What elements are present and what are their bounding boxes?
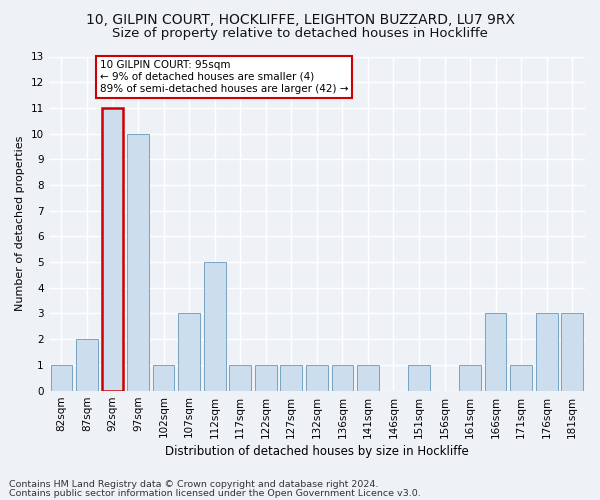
Text: Contains HM Land Registry data © Crown copyright and database right 2024.: Contains HM Land Registry data © Crown c…: [9, 480, 379, 489]
Bar: [50, 365, 72, 390]
Bar: [153, 365, 175, 390]
Text: 10, GILPIN COURT, HOCKLIFFE, LEIGHTON BUZZARD, LU7 9RX: 10, GILPIN COURT, HOCKLIFFE, LEIGHTON BU…: [86, 12, 515, 26]
Text: 10 GILPIN COURT: 95sqm
← 9% of detached houses are smaller (4)
89% of semi-detac: 10 GILPIN COURT: 95sqm ← 9% of detached …: [100, 60, 348, 94]
Bar: [306, 365, 328, 390]
Bar: [255, 365, 277, 390]
Text: Contains public sector information licensed under the Open Government Licence v3: Contains public sector information licen…: [9, 488, 421, 498]
Bar: [101, 108, 124, 391]
Bar: [408, 365, 430, 390]
Bar: [536, 314, 557, 390]
Bar: [485, 314, 506, 390]
Bar: [178, 314, 200, 390]
Bar: [280, 365, 302, 390]
Bar: [332, 365, 353, 390]
Bar: [229, 365, 251, 390]
Bar: [459, 365, 481, 390]
Bar: [357, 365, 379, 390]
Bar: [127, 134, 149, 390]
Bar: [510, 365, 532, 390]
Text: Size of property relative to detached houses in Hockliffe: Size of property relative to detached ho…: [112, 28, 488, 40]
Y-axis label: Number of detached properties: Number of detached properties: [15, 136, 25, 311]
Bar: [204, 262, 226, 390]
Bar: [562, 314, 583, 390]
Bar: [76, 339, 98, 390]
X-axis label: Distribution of detached houses by size in Hockliffe: Distribution of detached houses by size …: [165, 444, 469, 458]
